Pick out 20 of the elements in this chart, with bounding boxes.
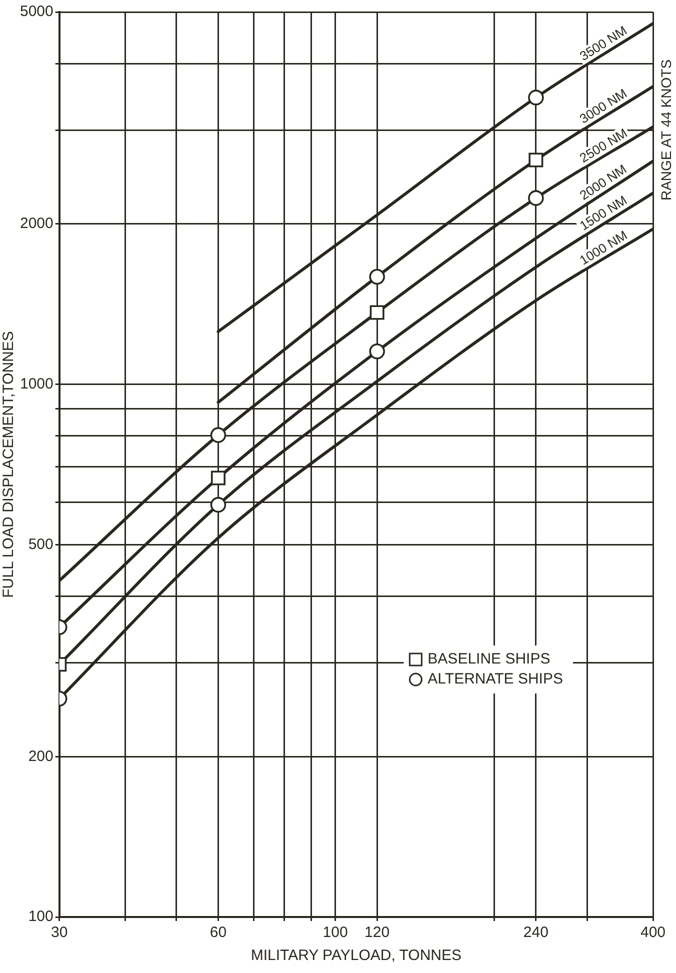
text: 3500 NM — [576, 22, 630, 64]
legend-label: BASELINE SHIPS — [428, 650, 550, 668]
y-tick-label: 100 — [28, 908, 54, 926]
text: RANGE AT 44 KNOTS — [658, 59, 674, 201]
y-tick-label: 2000 — [20, 215, 54, 232]
x-tick-label: 100 — [322, 924, 348, 942]
y-axis-title: FULL LOAD DISPLACEMENT,TONNES — [0, 331, 18, 598]
text: 3000 NM — [576, 86, 630, 126]
legend-label: ALTERNATE SHIPS — [428, 670, 563, 688]
x-tick-label: 60 — [210, 924, 227, 942]
x-tick-label: 240 — [523, 924, 548, 942]
x-tick-label: 400 — [640, 924, 666, 942]
y-tick-label: 5000 — [20, 3, 54, 20]
x-tick-label: 30 — [51, 924, 68, 942]
y-tick-label: 1000 — [20, 375, 54, 392]
y-tick-label: 200 — [28, 748, 54, 765]
x-axis-title: MILITARY PAYLOAD, TONNES — [250, 947, 462, 964]
y-tick-label: 500 — [28, 536, 54, 553]
x-tick-label: 120 — [364, 924, 390, 942]
text: 2500 NM — [576, 125, 630, 166]
